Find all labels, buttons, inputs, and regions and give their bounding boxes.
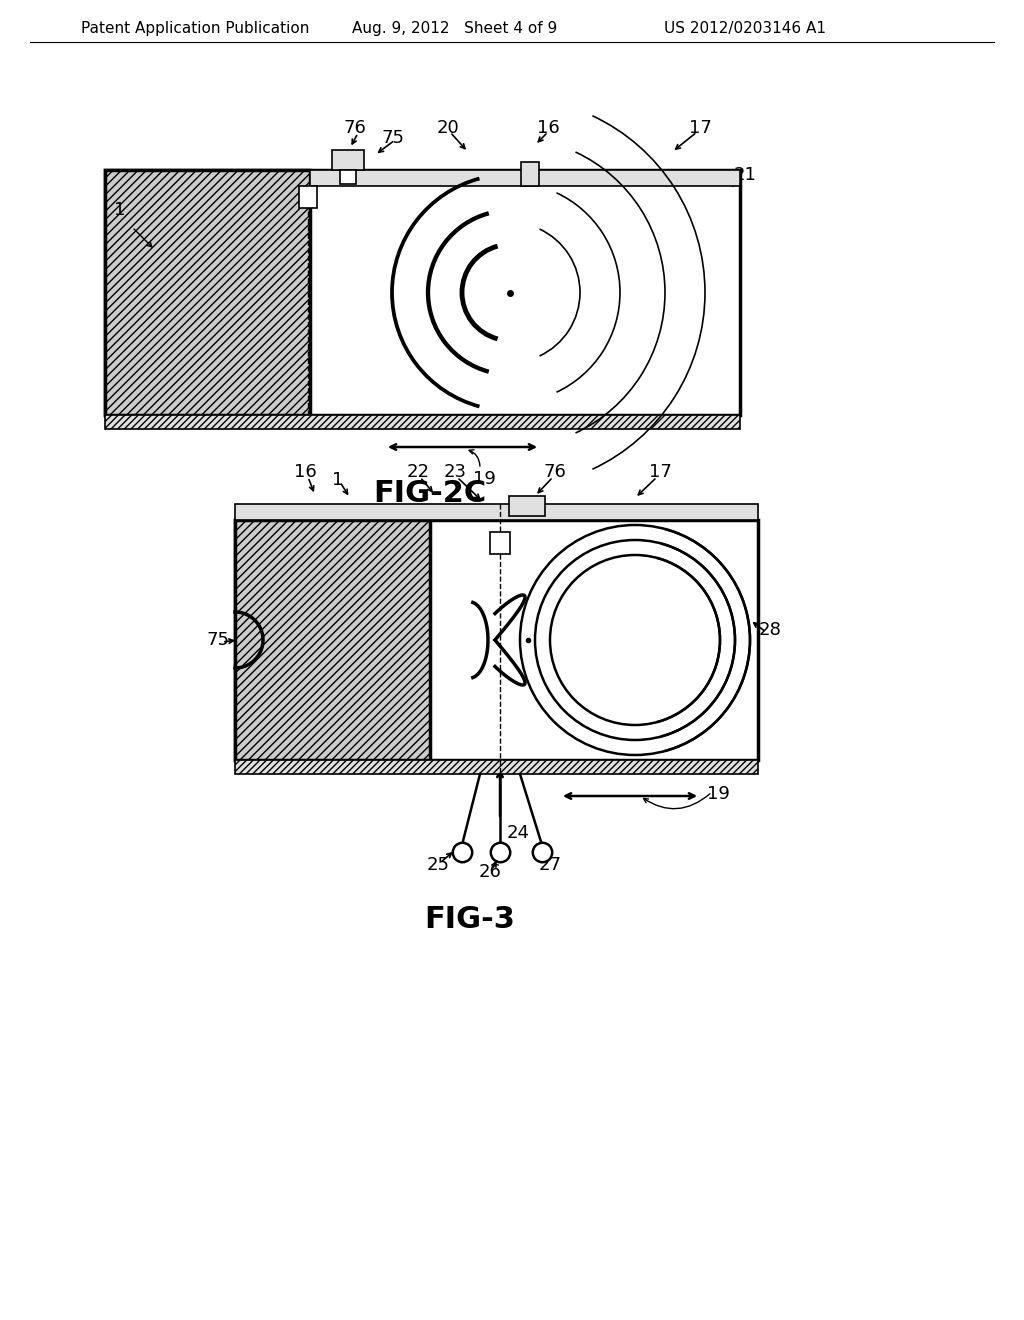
Bar	[105, 414, 740, 429]
Text: 21: 21	[733, 166, 757, 183]
Text: 24: 24	[507, 824, 529, 842]
Text: Aug. 9, 2012   Sheet 4 of 9: Aug. 9, 2012 Sheet 4 of 9	[352, 21, 558, 36]
Bar	[105, 414, 740, 429]
Text: 76: 76	[344, 119, 367, 137]
Text: 22: 22	[407, 463, 429, 480]
Bar	[521, 162, 539, 186]
Text: 76: 76	[544, 463, 566, 480]
Bar	[299, 186, 317, 209]
Text: 75: 75	[207, 631, 229, 649]
Text: 27: 27	[539, 855, 561, 874]
Bar	[234, 520, 430, 760]
Bar	[332, 150, 364, 170]
Text: 19: 19	[707, 785, 729, 803]
Text: 1: 1	[333, 471, 344, 488]
Text: 23: 23	[443, 463, 467, 480]
Text: 26: 26	[478, 863, 502, 880]
Bar	[310, 170, 740, 186]
Bar	[234, 760, 758, 774]
Text: 19: 19	[472, 470, 496, 488]
Bar	[234, 504, 758, 520]
Text: 17: 17	[648, 463, 672, 480]
Text: 1: 1	[115, 201, 126, 219]
Text: US 2012/0203146 A1: US 2012/0203146 A1	[664, 21, 826, 36]
Bar	[490, 532, 510, 554]
Bar	[509, 496, 545, 516]
Text: 16: 16	[294, 463, 316, 480]
Bar	[234, 760, 758, 774]
Text: 28: 28	[759, 620, 781, 639]
Bar	[234, 520, 758, 760]
Text: 16: 16	[537, 119, 559, 137]
Bar	[105, 170, 310, 414]
Bar	[234, 520, 430, 760]
Bar	[105, 170, 310, 414]
Text: FIG-3: FIG-3	[425, 906, 515, 935]
Text: FIG-2C: FIG-2C	[374, 479, 486, 508]
Bar	[105, 170, 740, 414]
Text: 17: 17	[688, 119, 712, 137]
Text: 25: 25	[427, 855, 450, 874]
Text: Patent Application Publication: Patent Application Publication	[81, 21, 309, 36]
Bar	[340, 170, 356, 183]
Text: 75: 75	[382, 129, 404, 147]
Text: 20: 20	[436, 119, 460, 137]
